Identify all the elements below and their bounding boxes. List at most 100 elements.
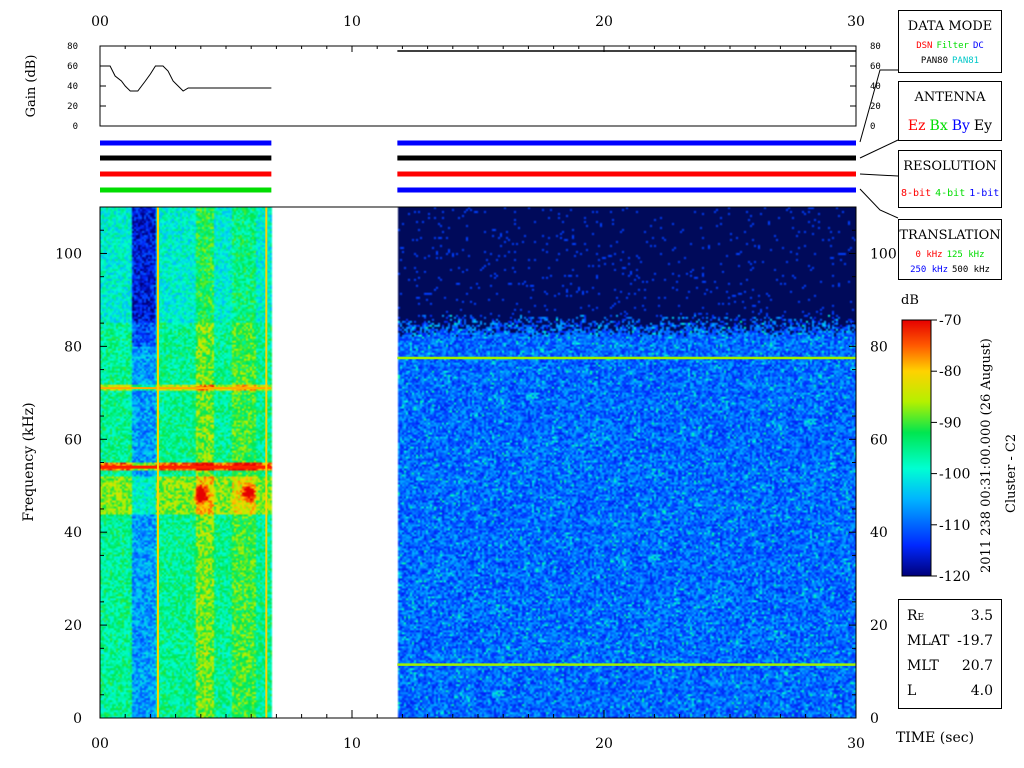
legend-entry: DSN bbox=[916, 41, 933, 51]
freq-tick-label-right: 20 bbox=[870, 618, 888, 634]
top-time-axis: 00 10 20 30 bbox=[91, 14, 865, 30]
colorbar-gradient bbox=[901, 319, 932, 577]
legend-connectors bbox=[859, 69, 899, 219]
translation-title: TRANSLATION bbox=[899, 228, 1001, 243]
mode-bars bbox=[100, 140, 856, 193]
antenna-row1: Ez Bx By Ey bbox=[899, 118, 1001, 134]
legend-entry: 4-bit bbox=[935, 188, 966, 199]
freq-tick-label-right: 40 bbox=[870, 525, 888, 541]
colorbar-tick-label: -110 bbox=[939, 518, 970, 534]
legend-entry: Ey bbox=[973, 118, 993, 134]
mode-bar-segment bbox=[100, 155, 272, 161]
legend-entry: 0 kHz bbox=[915, 250, 943, 260]
gain-tick-label-left: 60 bbox=[67, 62, 78, 72]
data-mode-box: DATA MODE DSN Filter DC PAN80 PAN81 bbox=[898, 10, 1002, 73]
gain-lines bbox=[101, 50, 856, 92]
gain-tick-label-left: 40 bbox=[67, 82, 78, 92]
freq-tick-label-right: 100 bbox=[870, 246, 897, 262]
top-time-tick-label: 20 bbox=[595, 14, 613, 30]
colorbar: -70 -80 -90 -100 -110 -120 dB bbox=[901, 293, 970, 585]
legend-entry: PAN81 bbox=[952, 56, 980, 66]
colorbar-tick-label: -90 bbox=[939, 415, 962, 431]
spectrogram-lines bbox=[100, 207, 856, 718]
legend-entry: 250 kHz bbox=[910, 265, 948, 275]
data-mode-row1: DSN Filter DC bbox=[899, 41, 1001, 51]
freq-tick-label-left: 40 bbox=[64, 525, 82, 541]
orbit-info-box: RE 3.5 MLAT -19.7 MLT 20.7 L 4.0 bbox=[898, 599, 1002, 709]
antenna-box: ANTENNA Ez Bx By Ey bbox=[898, 81, 1002, 141]
info-row-mlat: MLAT -19.7 bbox=[907, 633, 993, 649]
info-label-mlat: MLAT bbox=[907, 633, 950, 649]
gain-series-line bbox=[101, 65, 272, 92]
connector-resolution bbox=[859, 173, 899, 177]
freq-tick-label-left: 0 bbox=[73, 711, 82, 727]
info-label-re: R bbox=[907, 608, 918, 624]
colorbar-tick-label: -100 bbox=[939, 467, 970, 483]
time-axis-label: TIME (sec) bbox=[896, 730, 974, 746]
mode-bar-segment bbox=[100, 171, 272, 177]
spectrogram-heatmap bbox=[100, 207, 856, 718]
freq-tick-label-right: 60 bbox=[870, 432, 888, 448]
legend-entry: 500 kHz bbox=[952, 265, 990, 275]
frequency-axis-label: Frequency (kHz) bbox=[21, 402, 37, 521]
mode-bar-segment bbox=[397, 140, 856, 146]
connector-translation bbox=[859, 188, 899, 219]
colorbar-ticks: -70 -80 -90 -100 -110 -120 bbox=[931, 313, 970, 585]
colorbar-tick-label: -80 bbox=[939, 364, 962, 380]
info-row-l: L 4.0 bbox=[907, 683, 993, 699]
time-tick-label: 00 bbox=[91, 736, 109, 752]
legend-entry: 1-bit bbox=[969, 188, 1000, 199]
mode-bar-segment bbox=[100, 140, 272, 146]
info-label-mlt: MLT bbox=[907, 658, 939, 674]
time-tick-label: 10 bbox=[343, 736, 361, 752]
freq-tick-label-left: 100 bbox=[55, 246, 82, 262]
colorbar-tick-label: -70 bbox=[939, 313, 962, 329]
info-value-l: 4.0 bbox=[970, 683, 993, 699]
antenna-title: ANTENNA bbox=[914, 90, 986, 105]
gain-tick-label-left: 0 bbox=[73, 122, 78, 132]
gain-panel-frame bbox=[99, 45, 857, 127]
top-time-tick-label: 00 bbox=[91, 14, 109, 30]
colorbar-label: dB bbox=[901, 293, 919, 308]
legend-entry: 8-bit bbox=[901, 188, 932, 199]
connector-data-mode bbox=[859, 69, 898, 143]
top-time-tick-label: 10 bbox=[343, 14, 361, 30]
side-subtitle: Cluster - C2 bbox=[1004, 434, 1019, 513]
info-label-l: L bbox=[907, 683, 917, 699]
connector-antenna bbox=[859, 139, 899, 159]
gain-tick-label-right: 0 bbox=[870, 122, 875, 132]
info-value-re: 3.5 bbox=[970, 608, 993, 624]
info-label-re-sub: E bbox=[917, 613, 925, 623]
info-row-re: RE 3.5 bbox=[907, 608, 993, 624]
gain-axis-label: Gain (dB) bbox=[24, 55, 39, 118]
top-time-tick-label: 30 bbox=[847, 14, 865, 30]
freq-tick-label-right: 0 bbox=[870, 711, 879, 727]
time-tick-label: 20 bbox=[595, 736, 613, 752]
time-tick-label: 30 bbox=[847, 736, 865, 752]
gain-tick-label-right: 80 bbox=[870, 42, 881, 52]
freq-tick-label-left: 60 bbox=[64, 432, 82, 448]
gain-tick-label-right: 20 bbox=[870, 102, 881, 112]
mode-bar-segment bbox=[397, 171, 856, 177]
legend-entry: PAN80 bbox=[920, 56, 948, 66]
mode-bar-segment bbox=[100, 187, 272, 193]
info-row-mlt: MLT 20.7 bbox=[907, 658, 993, 674]
legend-entry: 125 kHz bbox=[946, 250, 985, 260]
freq-tick-label-left: 20 bbox=[64, 618, 82, 634]
legend-entry: By bbox=[951, 118, 970, 134]
mode-bar-segment bbox=[397, 187, 856, 193]
translation-row1: 0 kHz 125 kHz bbox=[899, 250, 1001, 260]
resolution-box: RESOLUTION 8-bit 4-bit 1-bit bbox=[898, 150, 1002, 208]
gain-tick-label-right: 60 bbox=[870, 62, 881, 72]
freq-tick-label-right: 80 bbox=[870, 339, 888, 355]
info-value-mlt: 20.7 bbox=[961, 658, 993, 674]
translation-row2: 250 kHz 500 kHz bbox=[899, 265, 1001, 275]
translation-box: TRANSLATION 0 kHz 125 kHz 250 kHz 500 kHz bbox=[898, 219, 1002, 280]
mode-bar-segment bbox=[397, 155, 856, 161]
colorbar-tick-label: -120 bbox=[939, 569, 970, 585]
gain-tick-label-left: 80 bbox=[67, 42, 78, 52]
